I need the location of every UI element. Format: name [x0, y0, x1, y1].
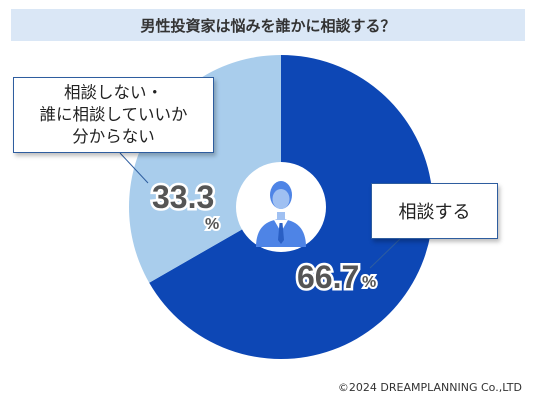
callout-consult: 相談する: [371, 183, 498, 239]
businessman-icon: [256, 181, 306, 247]
slice-value-left: 33.3: [152, 179, 214, 215]
slice-value-right: 66.7: [297, 259, 359, 295]
slice-unit-left: %: [205, 216, 219, 233]
chart-title: 男性投資家は悩みを誰かに相談する？: [11, 9, 525, 41]
callout-right-pointer: [369, 238, 401, 269]
slice-label-right: 相談する: [398, 202, 471, 223]
center-icon-group: [236, 162, 326, 252]
copyright-text: ©2024 DREAMPLANNING Co.,LTD: [337, 381, 522, 394]
slice-label-left: 相談しない・ 誰に相談していいか 分からない: [39, 83, 188, 146]
slice-unit-right: %: [362, 274, 376, 291]
callout-left-pointer: [119, 152, 149, 184]
callout-no-consult: 相談しない・ 誰に相談していいか 分からない: [13, 77, 214, 153]
